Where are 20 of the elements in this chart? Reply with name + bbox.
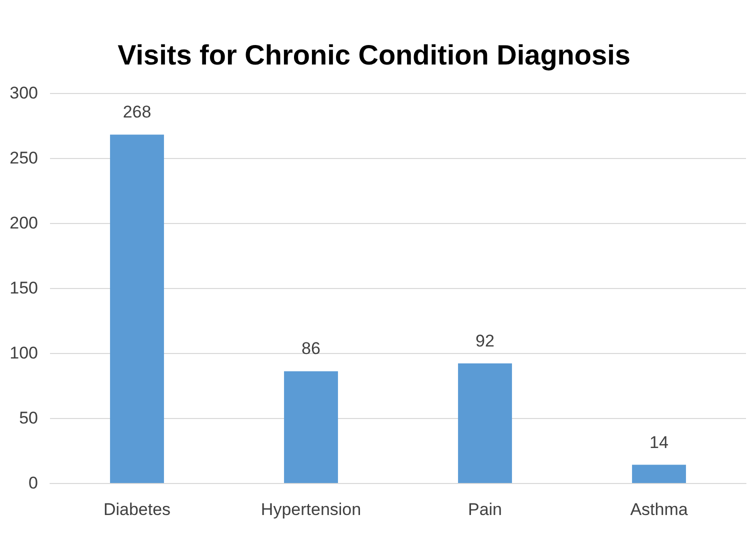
y-tick-label: 0 <box>28 474 38 492</box>
bar <box>632 464 686 483</box>
x-tick-label: Pain <box>468 500 502 519</box>
y-tick-label: 250 <box>10 148 38 168</box>
y-tick-label: 150 <box>10 278 38 298</box>
y-tick-label: 200 <box>10 214 38 232</box>
y-tick-label: 300 <box>10 84 38 102</box>
x-tick-label: Hypertension <box>260 500 362 519</box>
data-label: 268 <box>122 102 152 122</box>
bar <box>458 363 512 483</box>
data-label: 92 <box>476 331 494 350</box>
y-tick-label: 50 <box>19 408 38 428</box>
data-label: 86 <box>302 339 320 358</box>
bar <box>284 371 338 483</box>
y-tick-label: 100 <box>10 344 38 362</box>
x-tick-label: Asthma <box>630 500 688 519</box>
bar <box>110 134 164 483</box>
x-tick-label: Diabetes <box>103 500 171 519</box>
chart-title: Visits for Chronic Condition Diagnosis <box>118 40 630 70</box>
data-label: 14 <box>650 432 668 452</box>
